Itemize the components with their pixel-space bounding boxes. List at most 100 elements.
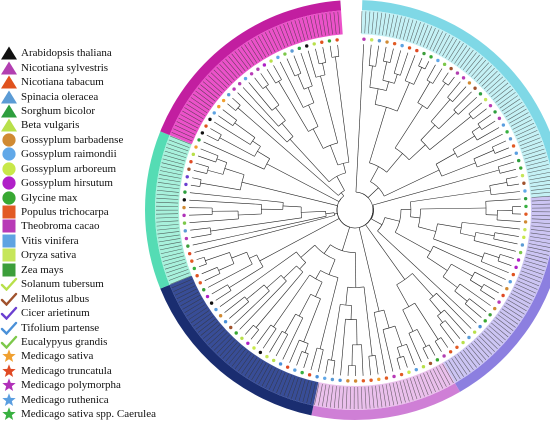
tip-marker — [428, 361, 433, 366]
branch-line — [266, 163, 340, 202]
tip-label-mark — [413, 376, 422, 398]
tip-label-mark — [314, 383, 320, 405]
branch-arc — [227, 284, 232, 291]
tip-label-mark — [530, 229, 550, 232]
star-marker-icon — [0, 393, 18, 407]
circle-marker-icon — [0, 162, 18, 176]
branch-line — [493, 238, 518, 245]
tip-marker — [449, 66, 453, 71]
branch-line — [396, 284, 410, 307]
tip-label-mark — [219, 339, 235, 357]
tip-label-mark — [213, 334, 230, 351]
tip-label-mark — [225, 58, 241, 76]
tip-label-mark — [244, 44, 258, 63]
tip-label-mark — [483, 73, 501, 90]
branch-line — [417, 81, 431, 103]
branch-line — [475, 232, 495, 237]
tip-label-mark — [171, 279, 193, 289]
legend-item: Populus trichocarpa — [0, 205, 200, 219]
legend-label: Tifolium partense — [21, 321, 100, 334]
branch-line — [192, 177, 202, 180]
tip-label-mark — [468, 57, 483, 75]
clade-outer-arc — [160, 284, 314, 416]
branch-line — [219, 251, 297, 307]
branch-line — [433, 238, 483, 258]
tip-label-mark — [523, 148, 545, 157]
tip-label-mark — [406, 379, 414, 401]
branch-line — [483, 284, 499, 294]
tip-label-mark — [176, 121, 197, 132]
branch-line — [260, 73, 269, 85]
tip-label-mark — [291, 377, 299, 399]
tip-label-mark — [244, 357, 258, 376]
tip-marker — [361, 379, 366, 383]
tip-marker — [327, 39, 332, 43]
tip-marker — [369, 378, 373, 382]
branch-arc — [253, 325, 259, 330]
tip-label-mark — [302, 17, 309, 40]
branch-arc — [469, 271, 476, 281]
branch-line — [242, 87, 279, 127]
tip-marker — [505, 286, 509, 291]
tip-marker — [461, 340, 465, 345]
branch-arc — [314, 244, 336, 260]
tip-label-mark — [445, 361, 458, 382]
tip-label-mark — [389, 14, 394, 37]
branch-line — [412, 273, 434, 297]
branch-line — [382, 329, 394, 372]
branch-line — [424, 61, 430, 70]
tip-label-mark — [202, 81, 220, 96]
tip-label-mark — [184, 301, 204, 314]
branch-line — [269, 331, 283, 353]
legend-label: Oryza sativa — [21, 249, 77, 262]
tip-label-mark — [176, 288, 197, 300]
branch-arc — [426, 79, 433, 84]
tip-label-mark — [385, 14, 390, 36]
tip-label-mark — [341, 386, 344, 409]
tip-marker — [422, 51, 426, 56]
branch-line — [303, 298, 321, 343]
tip-label-mark — [463, 349, 477, 368]
branch-line — [481, 120, 496, 130]
clade-outer-arc — [455, 254, 550, 392]
check-marker-icon — [0, 292, 18, 306]
branch-arc — [362, 193, 374, 225]
branch-arc — [263, 284, 270, 292]
tip-label-mark — [157, 185, 180, 190]
tip-label-mark — [479, 335, 495, 352]
tip-label-mark — [210, 72, 228, 89]
tip-label-mark — [168, 139, 190, 148]
branch-line — [307, 87, 315, 103]
legend-label: Beta vulgaris — [21, 119, 80, 132]
tip-label-mark — [473, 62, 490, 80]
branch-arc — [254, 146, 261, 157]
tip-label-mark — [429, 370, 440, 391]
branch-arc — [434, 337, 442, 342]
legend-item: Melilotus albus — [0, 291, 200, 306]
branch-arc — [417, 102, 428, 110]
tip-label-mark — [265, 368, 276, 388]
legend-label: Glycine max — [21, 191, 78, 204]
tip-marker — [265, 354, 269, 359]
branch-line — [237, 107, 339, 196]
branch-arc — [480, 252, 485, 262]
branch-line — [192, 215, 327, 246]
tip-label-mark — [298, 19, 306, 41]
branch-line — [473, 150, 494, 160]
tip-label-mark — [180, 114, 200, 126]
legend-item: Medicago polymorpha — [0, 378, 200, 392]
tip-label-mark — [161, 162, 184, 169]
branch-arc — [365, 212, 374, 225]
tip-label-mark — [294, 378, 303, 400]
circle-marker-icon — [0, 133, 18, 147]
tip-label-mark — [462, 52, 477, 71]
check-marker-icon — [0, 277, 18, 292]
branch-arc — [394, 209, 402, 233]
branch-line — [389, 48, 394, 63]
branch-arc — [328, 359, 335, 361]
tip-label-mark — [503, 305, 523, 318]
branch-line — [340, 319, 346, 376]
tip-label-mark — [371, 11, 375, 34]
tree-branches — [189, 44, 521, 377]
tip-label-mark — [396, 382, 402, 404]
